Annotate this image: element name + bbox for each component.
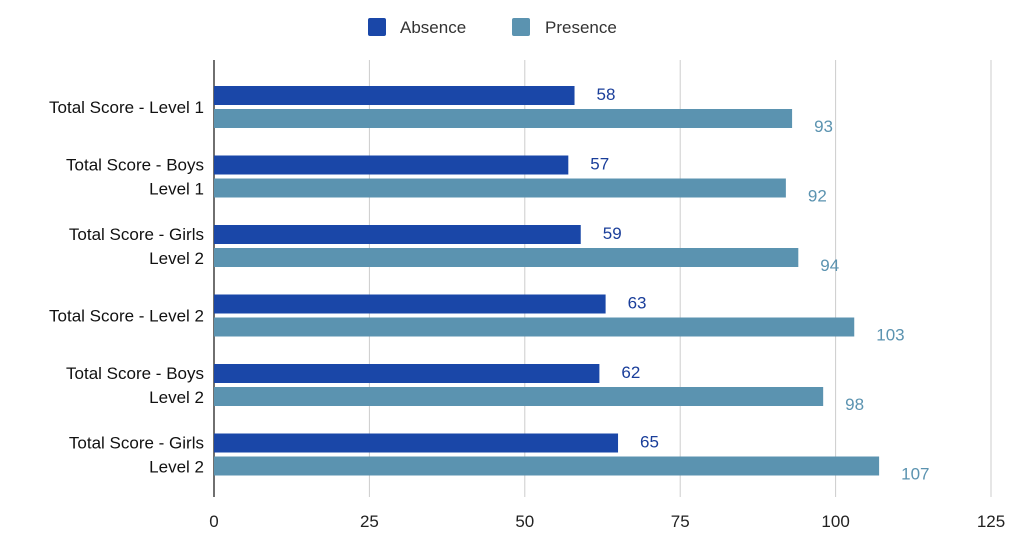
legend-label-presence: Presence [545,18,617,37]
category-label: Total Score - Boys [66,364,204,383]
data-label-presence: 103 [876,325,904,344]
data-label-presence: 92 [808,186,827,205]
data-label-presence: 93 [814,117,833,136]
data-label-absence: 65 [640,432,659,451]
bar-presence [214,317,855,337]
data-label-presence: 94 [820,256,839,275]
category-label: Total Score - Girls [69,434,204,453]
bar-absence [214,225,581,244]
bar-presence [214,248,799,267]
category-label: Total Score - Level 2 [49,307,204,326]
bar-absence [214,86,575,105]
bar-presence [214,178,786,198]
category-label: Level 2 [149,388,204,407]
x-tick-label: 100 [821,512,849,528]
bar-absence [214,364,600,383]
data-label-absence: 59 [603,224,622,243]
legend-label-absence: Absence [400,18,466,37]
bar-presence [214,456,880,476]
bar-presence [214,109,793,128]
x-tick-label: 125 [977,512,1005,528]
category-label: Level 1 [149,180,204,199]
x-tick-label: 75 [671,512,690,528]
category-label: Total Score - Level 1 [49,98,204,117]
x-tick-label: 25 [360,512,379,528]
category-label: Level 2 [149,249,204,268]
bar-presence [214,387,824,406]
x-tick-label: 0 [209,512,218,528]
legend-swatch-presence [512,18,530,36]
category-label: Total Score - Girls [69,225,204,244]
data-label-absence: 62 [621,363,640,382]
data-label-presence: 107 [901,464,929,483]
legend-swatch-absence [368,18,386,36]
data-label-absence: 57 [590,154,609,173]
bar-absence [214,294,606,314]
data-label-absence: 63 [628,293,647,312]
category-label: Level 2 [149,458,204,477]
bar-absence [214,433,619,453]
data-label-absence: 58 [597,85,616,104]
data-label-presence: 98 [845,395,864,414]
category-label: Total Score - Boys [66,156,204,175]
bar-absence [214,155,569,175]
x-tick-label: 50 [515,512,534,528]
